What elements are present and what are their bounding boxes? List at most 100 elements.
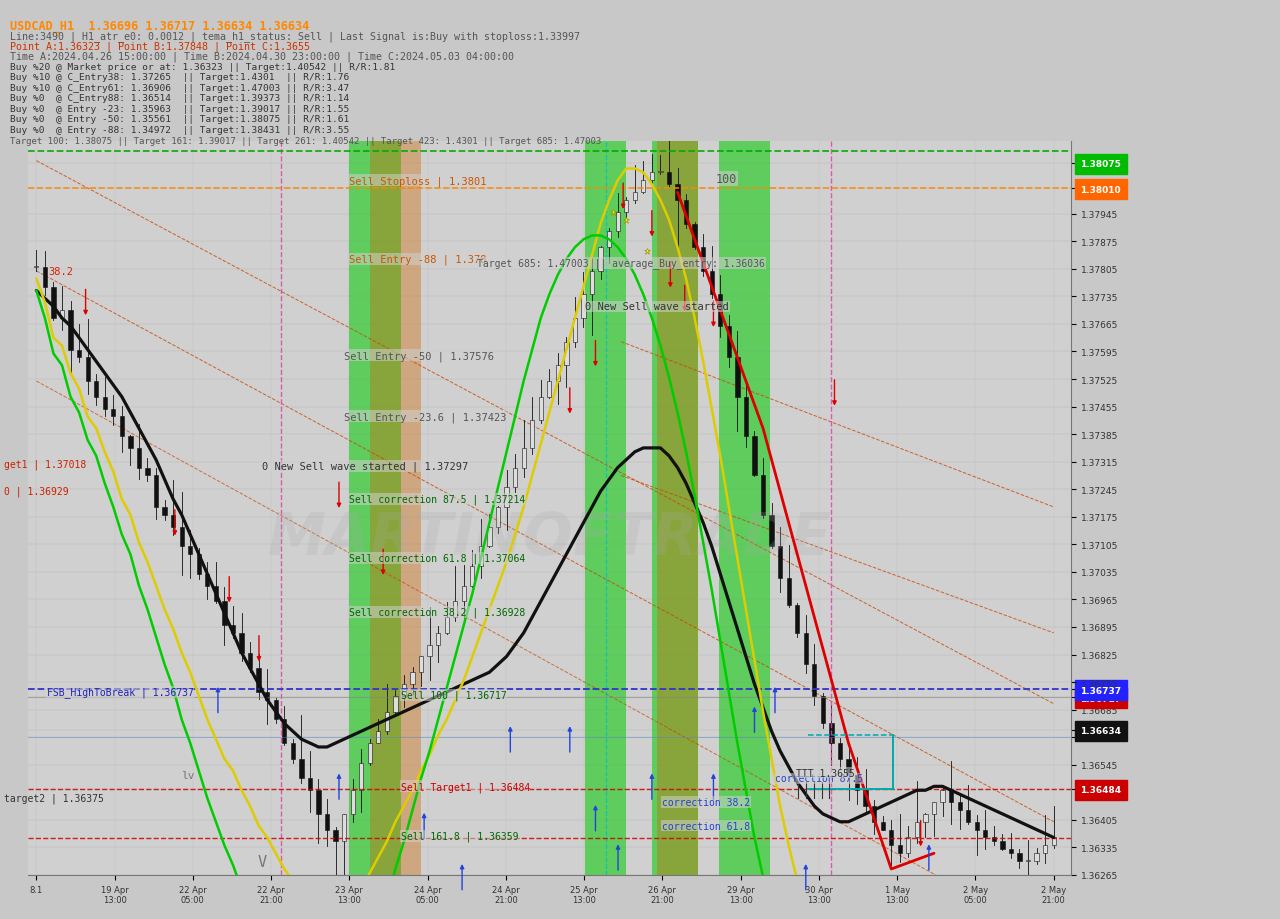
Bar — [813, 664, 817, 696]
Bar — [179, 527, 184, 547]
Bar — [402, 685, 406, 696]
Bar — [1052, 837, 1056, 845]
Bar — [820, 696, 826, 723]
Bar — [923, 814, 928, 822]
Bar — [760, 476, 765, 516]
Bar — [248, 652, 252, 668]
Bar — [1018, 854, 1021, 861]
Text: V: V — [257, 854, 266, 868]
Bar — [1034, 854, 1039, 861]
Bar — [1009, 849, 1012, 854]
Bar — [172, 516, 175, 527]
Bar — [701, 248, 705, 271]
Bar — [855, 775, 859, 790]
Text: Sell correction 87.5 | 1.37214: Sell correction 87.5 | 1.37214 — [349, 494, 526, 505]
Bar — [744, 397, 748, 437]
Bar — [966, 810, 970, 822]
Text: 38.2: 38.2 — [49, 267, 74, 277]
Bar — [906, 837, 910, 854]
Text: Sell Target1 | 1.36484: Sell Target1 | 1.36484 — [401, 781, 530, 792]
Bar — [205, 574, 210, 586]
Text: Point A:1.36323 | Point B:1.37848 | Point C:1.3655: Point A:1.36323 | Point B:1.37848 | Poin… — [10, 41, 310, 51]
Bar — [68, 311, 73, 350]
Bar — [453, 602, 457, 618]
Bar — [197, 554, 201, 574]
Bar — [367, 743, 372, 763]
Bar — [530, 421, 534, 448]
Text: correction 38.2: correction 38.2 — [662, 797, 750, 807]
Bar — [599, 248, 603, 271]
Bar — [657, 142, 698, 875]
Bar — [983, 830, 987, 837]
Bar — [154, 476, 159, 507]
Bar — [495, 507, 500, 527]
Bar — [411, 673, 415, 685]
Bar — [360, 763, 364, 790]
Bar — [718, 295, 722, 326]
Bar — [778, 547, 782, 578]
Bar — [393, 696, 398, 712]
Bar — [1000, 842, 1005, 849]
Bar — [188, 547, 192, 554]
Bar — [444, 618, 449, 633]
Bar — [556, 366, 559, 381]
Bar — [769, 516, 773, 547]
Bar — [616, 212, 620, 233]
Bar — [274, 700, 278, 720]
Bar — [256, 668, 261, 692]
Text: 0 New Sell wave started | 1.37297: 0 New Sell wave started | 1.37297 — [262, 460, 468, 471]
Bar — [513, 468, 517, 488]
Bar — [829, 723, 833, 743]
Text: Buy %0  @ Entry -23: 1.35963  || Target:1.39017 || R/R:1.55: Buy %0 @ Entry -23: 1.35963 || Target:1.… — [10, 105, 349, 114]
Text: 0 | 1.36929: 0 | 1.36929 — [4, 486, 68, 497]
Text: USDCAD_H1  1.36696 1.36717 1.36634 1.36634: USDCAD_H1 1.36696 1.36717 1.36634 1.3663… — [10, 20, 310, 33]
Bar — [300, 759, 303, 778]
Bar — [316, 790, 320, 814]
Bar — [941, 790, 945, 802]
Bar — [957, 802, 961, 810]
Bar — [120, 417, 124, 437]
Bar — [333, 830, 338, 842]
Bar — [795, 606, 799, 633]
Bar — [419, 657, 424, 673]
Text: Sell 161.8 | 1.36359: Sell 161.8 | 1.36359 — [401, 831, 518, 841]
Text: lv: lv — [182, 770, 195, 779]
Text: Sell Entry -23.6 | 1.37423: Sell Entry -23.6 | 1.37423 — [344, 412, 507, 422]
Text: Buy %20 @ Market price or at: 1.36323 || Target:1.40542 || R/R:1.81: Buy %20 @ Market price or at: 1.36323 ||… — [10, 62, 396, 72]
Bar — [992, 837, 996, 842]
Bar — [488, 527, 492, 547]
Bar — [376, 732, 380, 743]
Text: TTT 1.3655: TTT 1.3655 — [795, 767, 854, 777]
Bar — [718, 142, 769, 875]
Text: Buy %0  @ Entry -50: 1.35561  || Target:1.38075 || R/R:1.61: Buy %0 @ Entry -50: 1.35561 || Target:1.… — [10, 115, 349, 124]
Bar — [60, 311, 64, 319]
Text: Sell Stoploss | 1.3801: Sell Stoploss | 1.3801 — [349, 176, 486, 187]
Bar — [684, 200, 689, 224]
Bar — [735, 358, 740, 397]
Text: Target 685: 1.47003 || average_Buy_entry: 1.36036: Target 685: 1.47003 || average_Buy_entry… — [477, 258, 765, 269]
Text: target2 | 1.36375: target2 | 1.36375 — [4, 792, 104, 803]
Bar — [428, 645, 431, 657]
Bar — [573, 319, 577, 342]
Bar — [1043, 845, 1047, 854]
Bar — [239, 633, 243, 652]
Text: 0 New Sell wave started: 0 New Sell wave started — [585, 302, 728, 312]
Bar — [650, 174, 654, 181]
Text: Buy %10 @ C_Entry61: 1.36906  || Target:1.47003 || R/R:3.47: Buy %10 @ C_Entry61: 1.36906 || Target:1… — [10, 84, 349, 93]
Text: Time A:2024.04.26 15:00:00 | Time B:2024.04.30 23:00:00 | Time C:2024.05.03 04:0: Time A:2024.04.26 15:00:00 | Time B:2024… — [10, 51, 515, 62]
Bar — [890, 830, 893, 845]
Text: Buy %0  @ Entry -88: 1.34972  || Target:1.38431 || R/R:3.55: Buy %0 @ Entry -88: 1.34972 || Target:1.… — [10, 126, 349, 135]
Bar — [51, 288, 55, 319]
Bar — [111, 409, 115, 417]
Bar — [479, 547, 483, 566]
Bar — [727, 326, 731, 358]
Text: FSB_HighToBreak | 1.36737: FSB_HighToBreak | 1.36737 — [46, 686, 193, 698]
Bar — [42, 267, 47, 288]
Text: Buy %0  @ C_Entry88: 1.36514  || Target:1.39373 || R/R:1.14: Buy %0 @ C_Entry88: 1.36514 || Target:1.… — [10, 95, 349, 103]
Bar — [462, 586, 466, 602]
Text: 100: 100 — [716, 173, 737, 186]
Bar — [786, 578, 791, 606]
Bar — [585, 142, 626, 875]
Bar — [504, 488, 508, 507]
Bar — [625, 200, 628, 212]
